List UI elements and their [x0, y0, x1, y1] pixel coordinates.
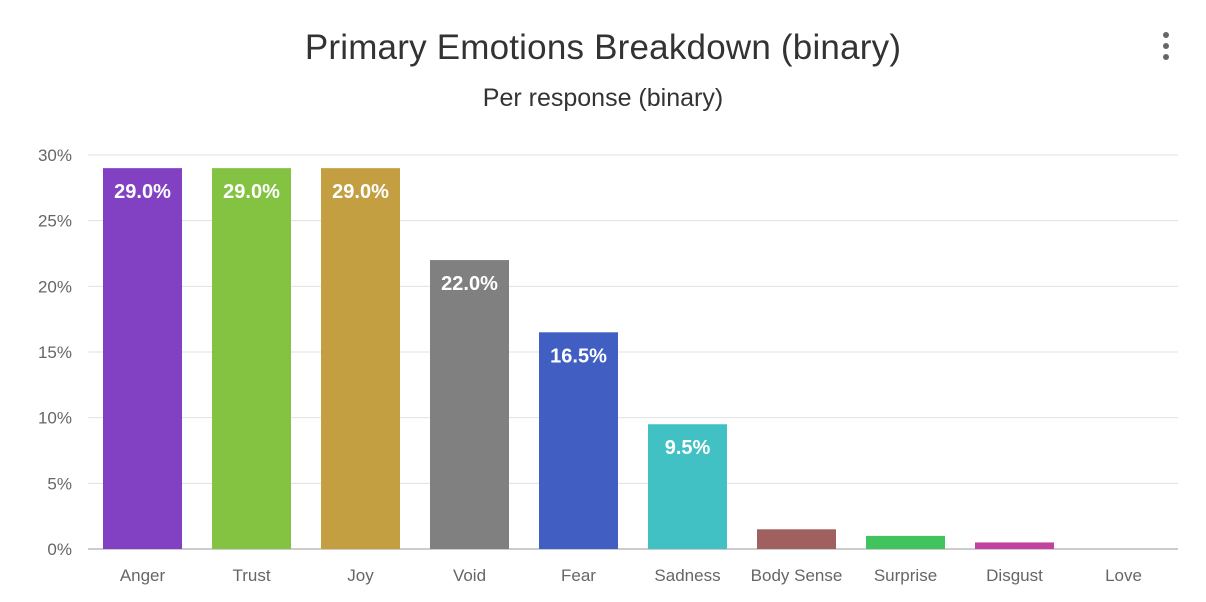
category-label: Anger	[120, 566, 166, 585]
bar-sadness	[648, 424, 727, 549]
y-tick-label: 5%	[47, 474, 72, 493]
category-label: Surprise	[874, 566, 937, 585]
y-tick-label: 25%	[38, 212, 72, 231]
y-tick-label: 30%	[38, 146, 72, 165]
data-label: 16.5%	[550, 345, 607, 367]
bar-anger	[103, 168, 182, 549]
category-label: Sadness	[654, 566, 720, 585]
y-tick-label: 0%	[47, 540, 72, 559]
y-tick-label: 20%	[38, 277, 72, 296]
vertical-ellipsis-icon[interactable]	[1156, 30, 1176, 62]
bar-disgust	[975, 542, 1054, 549]
category-label: Joy	[347, 566, 374, 585]
y-tick-label: 15%	[38, 343, 72, 362]
data-label: 29.0%	[332, 181, 389, 203]
bar-body-sense	[757, 529, 836, 549]
menu-dot	[1163, 32, 1169, 38]
bar-void	[430, 260, 509, 549]
data-label: 29.0%	[114, 181, 171, 203]
category-label: Fear	[561, 566, 596, 585]
bar-trust	[212, 168, 291, 549]
menu-dot	[1163, 54, 1169, 60]
chart-title: Primary Emotions Breakdown (binary)	[304, 28, 902, 67]
y-tick-label: 10%	[38, 409, 72, 428]
category-label: Void	[453, 566, 486, 585]
bar-surprise	[866, 535, 945, 549]
chart-subtitle: Per response (binary)	[482, 84, 724, 112]
bar-joy	[321, 168, 400, 549]
category-label: Body Sense	[751, 566, 843, 585]
category-label: Trust	[232, 566, 270, 585]
category-label: Disgust	[986, 566, 1043, 585]
data-label: 29.0%	[223, 181, 280, 203]
menu-dot	[1163, 43, 1169, 49]
bar-fear	[539, 332, 618, 549]
data-label: 22.0%	[441, 273, 498, 295]
category-label: Love	[1105, 566, 1142, 585]
data-label: 9.5%	[665, 437, 711, 459]
